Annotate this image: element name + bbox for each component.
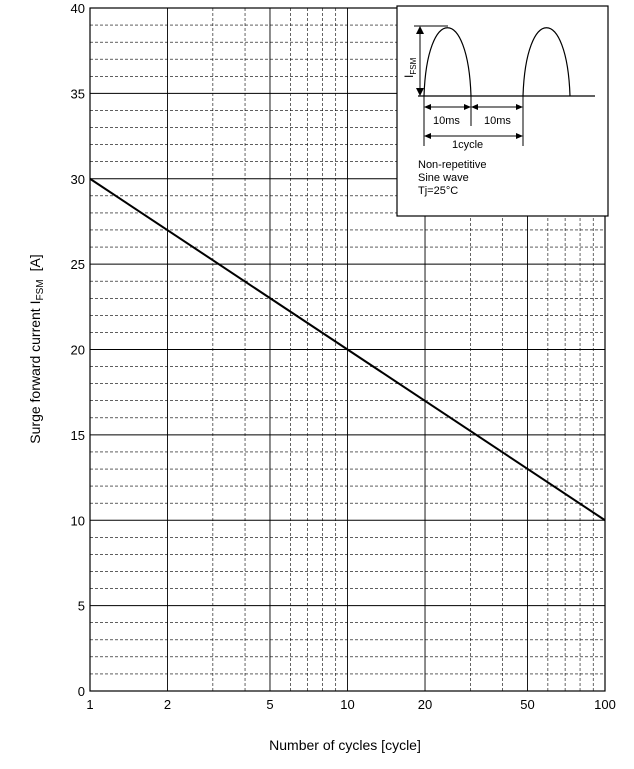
plot-frame: [89, 7, 606, 692]
inset-10ms-label-1: 10ms: [433, 115, 460, 127]
surge-current-line: [89, 177, 606, 522]
y-tick-label: 25: [71, 257, 85, 272]
x-tick-label: 100: [594, 697, 616, 712]
inset-note-1: Non-repetitive: [418, 159, 486, 171]
inset-ifsm-arrow-head-bottom: [416, 88, 424, 96]
y-tick-label: 35: [71, 86, 85, 101]
x-tick-label: 2: [164, 697, 171, 712]
inset-10ms-arrow-2-head-r: [516, 104, 523, 110]
y-tick-label: 10: [71, 513, 85, 528]
inset-half-wave-2: [522, 27, 571, 97]
inset-cycle-arrow-head-r: [516, 133, 523, 139]
y-axis-label: Surge forward current IFSM[A]: [27, 254, 46, 443]
major-grid: [90, 8, 605, 691]
inset-cycle-arrow-head-l: [424, 133, 431, 139]
x-tick-label: 50: [520, 697, 534, 712]
inset-note-2: Sine wave: [418, 172, 469, 184]
x-axis-label: Number of cycles [cycle]: [269, 737, 421, 753]
waveform-inset: IFSM 10ms 10ms 1cycle Non-repetitive Sin…: [396, 5, 609, 217]
y-tick-label: 5: [78, 599, 85, 614]
inset-10ms-arrow-1-head-l: [424, 104, 431, 110]
inset-half-wave-1: [423, 27, 472, 97]
y-tick-label: 0: [78, 684, 85, 699]
y-tick-label: 20: [71, 343, 85, 358]
inset-10ms-label-2: 10ms: [484, 115, 511, 127]
inset-frame: [396, 5, 609, 217]
inset-cycle-label: 1cycle: [452, 139, 483, 151]
x-tick-label: 20: [418, 697, 432, 712]
y-tick-label: 15: [71, 428, 85, 443]
inset-10ms-arrow-1-head-r: [464, 104, 471, 110]
y-tick-label: 30: [71, 172, 85, 187]
x-tick-label: 5: [266, 697, 273, 712]
inset-ifsm-label: IFSM: [402, 57, 418, 78]
x-tick-label: 10: [340, 697, 354, 712]
series-layer: [89, 177, 606, 522]
y-tick-label: 40: [71, 1, 85, 16]
x-tick-label: 1: [86, 697, 93, 712]
inset-note-3: Tj=25°C: [418, 185, 458, 197]
inset-10ms-arrow-2-head-l: [471, 104, 478, 110]
inset-ifsm-arrow-head-top: [416, 26, 424, 34]
